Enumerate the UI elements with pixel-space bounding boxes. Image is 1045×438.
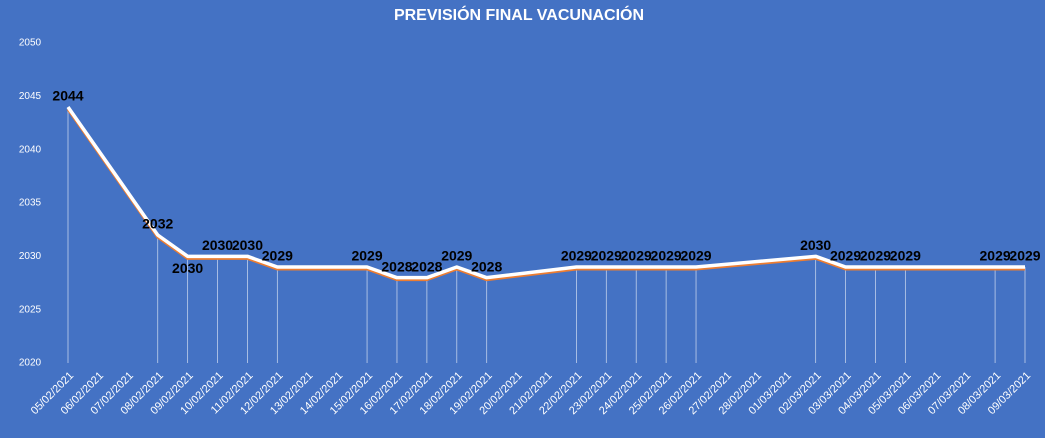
line <box>66 105 1025 280</box>
data-label: 2028 <box>381 258 412 274</box>
line-shadow <box>66 108 1025 282</box>
y-tick-label: 2020 <box>19 358 42 369</box>
y-tick-label: 2035 <box>19 198 42 209</box>
data-label: 2029 <box>591 248 622 264</box>
data-label: 2029 <box>441 248 472 264</box>
chart-title: PREVISIÓN FINAL VACUNACIÓN <box>394 5 644 24</box>
data-label: 2028 <box>471 258 502 274</box>
data-label: 2028 <box>411 258 442 274</box>
data-label: 2029 <box>860 248 891 264</box>
data-label: 2029 <box>621 248 652 264</box>
y-tick-label: 2025 <box>19 304 42 315</box>
data-label: 2029 <box>980 248 1011 264</box>
data-label: 2029 <box>351 248 382 264</box>
data-label: 2030 <box>172 260 203 276</box>
data-label: 2029 <box>262 248 293 264</box>
data-label: 2030 <box>800 237 831 253</box>
y-tick-label: 2040 <box>19 144 42 155</box>
y-tick-label: 2045 <box>19 91 42 102</box>
data-label: 2030 <box>202 237 233 253</box>
data-label: 2029 <box>830 248 861 264</box>
data-label: 2030 <box>232 237 263 253</box>
data-label: 2029 <box>651 248 682 264</box>
data-label: 2029 <box>680 248 711 264</box>
y-tick-label: 2030 <box>19 251 42 262</box>
data-label: 2044 <box>52 88 83 104</box>
y-tick-label: 2050 <box>19 38 42 49</box>
data-label: 2029 <box>1009 248 1040 264</box>
data-label: 2032 <box>142 216 173 232</box>
data-label: 2029 <box>561 248 592 264</box>
data-label: 2029 <box>890 248 921 264</box>
